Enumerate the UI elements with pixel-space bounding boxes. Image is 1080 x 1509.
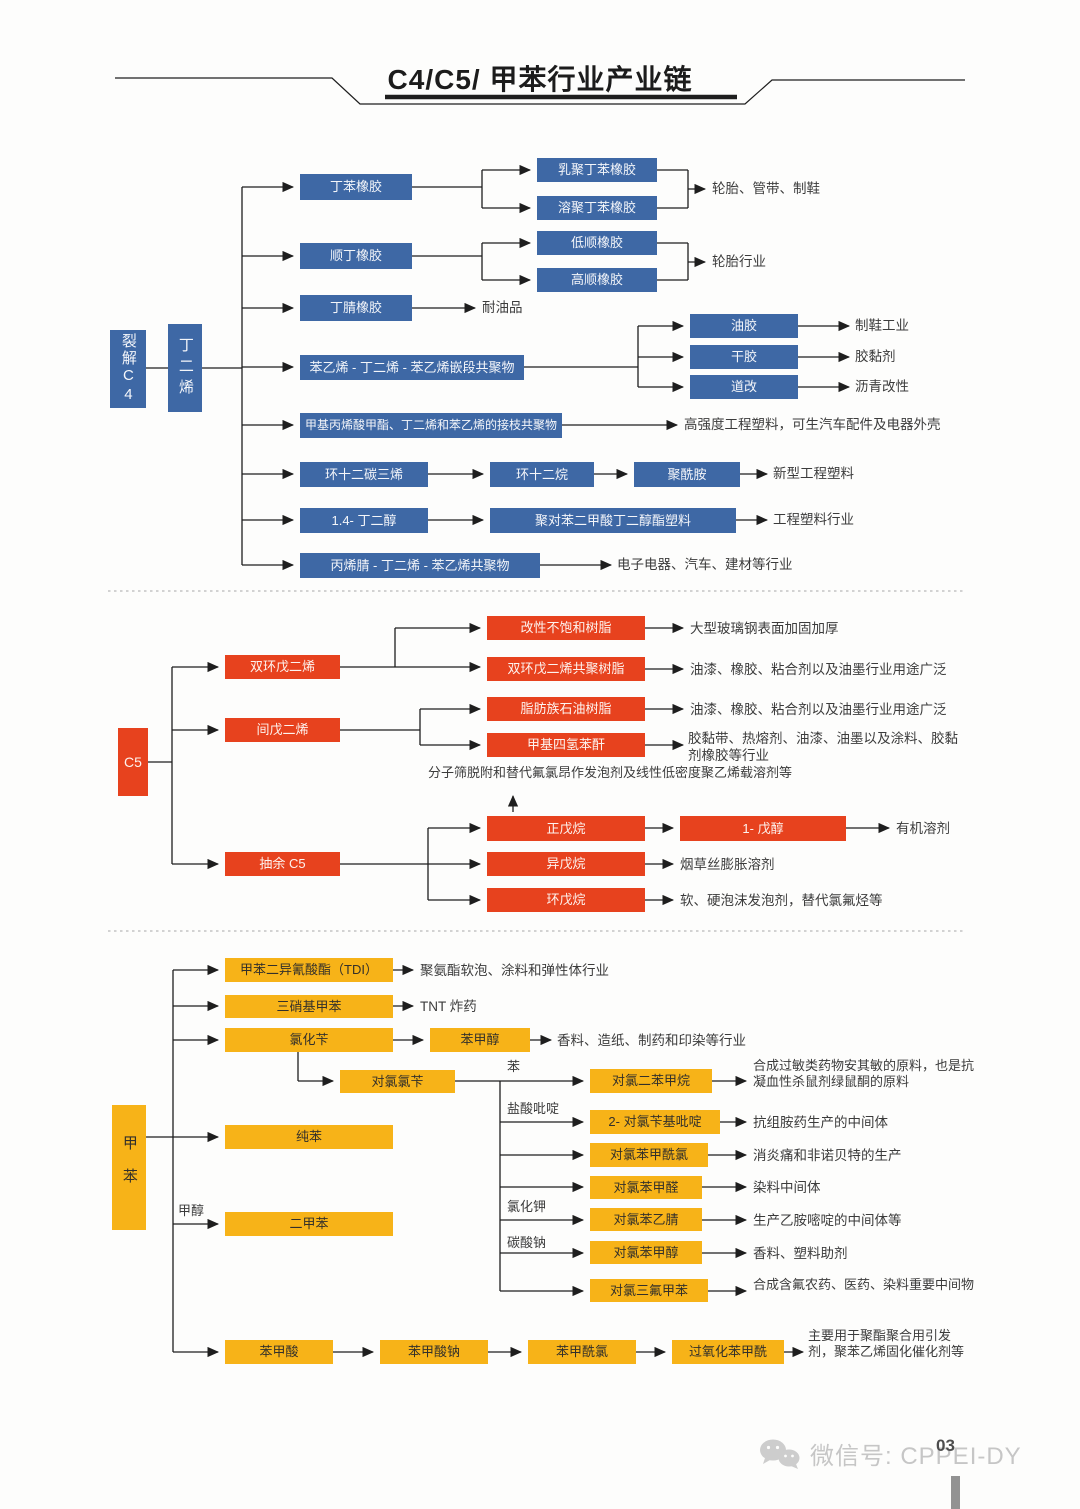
page-number: 03 [936, 1436, 955, 1455]
node-c5: C5 [118, 728, 148, 796]
node-pc-benzylpyridine: 2- 对氯苄基吡啶 [590, 1110, 720, 1134]
node-toluene: 甲苯 [112, 1105, 146, 1230]
node-low-cis-rubber: 低顺橡胶 [537, 231, 657, 255]
node-benzoic-acid: 苯甲酸 [225, 1340, 333, 1364]
outcome-electronics: 电子电器、汽车、建材等行业 [617, 557, 793, 572]
outcome-antiallergic: 合成过敏类药物安其敏的原料，也是抗凝血性杀鼠剂绿鼠酮的原料 [753, 1058, 975, 1090]
node-br: 顺丁橡胶 [300, 243, 412, 269]
outcome-fluorine: 合成含氟农药、医药、染料重要中间物 [753, 1277, 975, 1292]
node-isopentane: 异戊烷 [487, 852, 645, 876]
outcome-organic-solvent: 有机溶剂 [896, 821, 950, 836]
reagent-na2co3: 碳酸钠 [507, 1235, 547, 1250]
node-nbr: 丁腈橡胶 [300, 295, 412, 321]
node-raffinate-c5: 抽余 C5 [225, 852, 340, 876]
node-dcpd: 双环戊二烯 [225, 655, 340, 679]
outcome-tape: 胶黏带、热熔剂、油漆、油墨以及涂料、胶黏剂橡胶等行业 [688, 731, 958, 763]
node-pbt: 聚对苯二甲酸丁二醇酯塑料 [490, 508, 736, 533]
node-oil-glue: 油胶 [690, 314, 798, 338]
node-ssbr: 溶聚丁苯橡胶 [537, 196, 657, 220]
node-benzoyl-peroxide: 过氧化苯甲酰 [672, 1340, 784, 1364]
outcome-fragrance-additive: 香料、塑料助剂 [753, 1246, 848, 1261]
node-pc-phenylacetonitrile: 对氯苯乙腈 [590, 1208, 702, 1231]
outcome-asphalt-mod: 沥青改性 [855, 379, 909, 394]
watermark-text: 微信号: CPPEI-DY [810, 1443, 1022, 1470]
node-mbs: 甲基丙烯酸甲酯、丁二烯和苯乙烯的接枝共聚物 [300, 413, 562, 438]
outcome-pyrimethamine: 生产乙胺嘧啶的中间体等 [753, 1213, 902, 1228]
node-benzyl-chloride: 氯化苄 [225, 1028, 393, 1052]
node-pc-trifluorotoluene: 对氯三氟甲苯 [590, 1279, 708, 1302]
footer-bar [951, 1476, 960, 1509]
outcome-adhesive: 胶黏剂 [855, 349, 896, 364]
node-modified-resin: 改性不饱和树脂 [487, 616, 645, 640]
outcome-dye-intermediate: 染料中间体 [753, 1180, 821, 1195]
node-tnt: 三硝基甲苯 [225, 995, 393, 1018]
node-esbr: 乳聚丁苯橡胶 [537, 158, 657, 182]
node-benzoyl-chloride: 苯甲酰氯 [528, 1340, 636, 1364]
node-butanediol: 1.4- 丁二醇 [300, 508, 428, 533]
outcome-antihistamine: 抗组胺药生产的中间体 [753, 1115, 888, 1130]
node-piperylene: 间戊二烯 [225, 718, 340, 742]
outcome-eng-plastic-industry: 工程塑料行业 [773, 512, 854, 527]
reagent-pyridine-hcl: 盐酸吡啶 [507, 1101, 560, 1116]
node-sbs: 苯乙烯 - 丁二烯 - 苯乙烯嵌段共聚物 [300, 355, 524, 380]
node-polyamide: 聚酰胺 [634, 462, 740, 487]
node-tdi: 甲苯二异氰酸酯（TDI） [225, 958, 393, 982]
node-abs: 丙烯腈 - 丁二烯 - 苯乙烯共聚物 [300, 553, 540, 578]
node-cracked-c4: 裂解C4 [110, 330, 146, 408]
watermark: 微信号: CPPEI-DY [758, 1436, 1022, 1471]
node-mthpa: 甲基四氢苯酐 [487, 733, 645, 757]
outcome-molecular-sieve: 分子筛脱附和替代氟氯昂作发泡剂及线性低密度聚乙烯载溶剂等 [428, 765, 793, 780]
outcome-foam: 软、硬泡沫发泡剂，替代氯氟烃等 [680, 893, 883, 908]
page-title: C4/C5/ 甲苯行业产业链 [387, 64, 693, 95]
outcome-tire-industry: 轮胎行业 [712, 254, 766, 269]
reagent-benzene: 苯 [507, 1059, 521, 1074]
node-pc-benzaldehyde: 对氯苯甲醛 [590, 1176, 702, 1199]
node-road-mod: 道改 [690, 375, 798, 399]
wechat-icon [760, 1439, 800, 1469]
node-xylene: 二甲苯 [225, 1212, 393, 1236]
outcome-initiator: 主要用于聚酯聚合用引发剂，聚苯乙烯固化催化剂等 [808, 1328, 965, 1360]
node-dry-glue: 干胶 [690, 345, 798, 369]
outcome-paint-1: 油漆、橡胶、粘合剂以及油墨行业用途广泛 [690, 662, 947, 677]
node-p-chlorobenzyl-chloride: 对氯氯苄 [340, 1070, 455, 1093]
node-cyclododecatriene: 环十二碳三烯 [300, 462, 428, 487]
node-high-cis-rubber: 高顺橡胶 [537, 268, 657, 292]
node-pc-benzyl-alcohol: 对氯苯甲醇 [590, 1241, 702, 1264]
outcome-oil-resistant: 耐油品 [482, 300, 523, 315]
node-aliphatic-resin: 脂肪族石油树脂 [487, 697, 645, 721]
node-n-pentane: 正戊烷 [487, 816, 645, 841]
node-benzyl-alcohol: 苯甲醇 [430, 1028, 530, 1052]
node-dcpd-resin: 双环戊二烯共聚树脂 [487, 657, 645, 681]
reagent-kcl: 氯化钾 [507, 1199, 547, 1214]
outcome-polyurethane: 聚氨酯软泡、涂料和弹性体行业 [420, 963, 609, 978]
outcome-shoe-industry: 制鞋工业 [855, 318, 909, 333]
outcome-paint-2: 油漆、橡胶、粘合剂以及油墨行业用途广泛 [690, 702, 947, 717]
outcome-fragrance-paper: 香料、造纸、制药和印染等行业 [557, 1033, 746, 1048]
outcome-new-eng-plastic: 新型工程塑料 [773, 466, 854, 481]
node-sbr: 丁苯橡胶 [300, 174, 412, 200]
node-butadiene: 丁二烯 [168, 324, 202, 412]
node-1-pentanol: 1- 戊醇 [680, 816, 846, 841]
node-pc-diphenylmethane: 对氯二苯甲烷 [590, 1069, 712, 1093]
node-pure-benzene: 纯苯 [225, 1125, 393, 1149]
node-pc-benzoyl-chloride: 对氯苯甲酰氯 [590, 1143, 708, 1167]
outcome-tnt-explosive: TNT 炸药 [420, 999, 477, 1014]
reagent-methanol: 甲醇 [178, 1203, 205, 1218]
outcome-hs-plastic: 高强度工程塑料，可生汽车配件及电器外壳 [684, 417, 941, 432]
outcome-tobacco: 烟草丝膨胀溶剂 [680, 857, 775, 872]
node-cyclododecane: 环十二烷 [490, 462, 594, 487]
node-sodium-benzoate: 苯甲酸钠 [380, 1340, 488, 1364]
outcome-indomethacin: 消炎痛和非诺贝特的生产 [753, 1148, 902, 1163]
outcome-frp: 大型玻璃钢表面加固加厚 [690, 621, 839, 636]
node-cyclopentane: 环戊烷 [487, 888, 645, 912]
outcome-tires-belts-shoes: 轮胎、管带、制鞋 [712, 181, 820, 196]
